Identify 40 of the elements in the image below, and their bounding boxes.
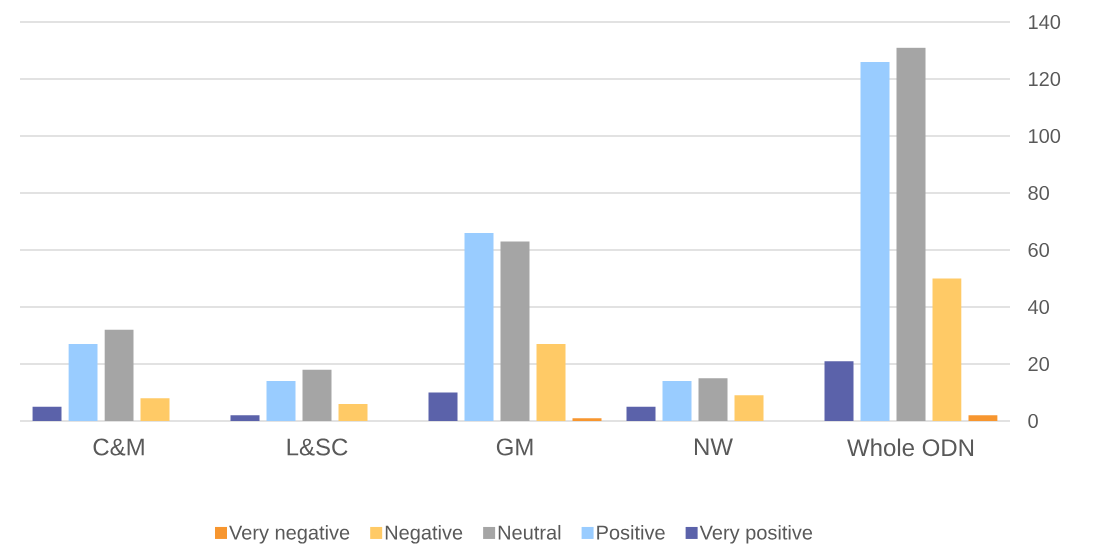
bar — [230, 415, 260, 421]
legend-label: Neutral — [498, 524, 561, 540]
legend-label: Very negative — [229, 524, 350, 544]
bar — [860, 61, 890, 421]
y-tick-label: 80 — [1028, 185, 1049, 201]
bar — [968, 415, 998, 421]
bar — [104, 329, 134, 421]
legend-label: Negative — [385, 524, 463, 544]
legend-label: Positive — [597, 524, 665, 540]
x-tick-label: L&SC — [287, 438, 348, 456]
bar — [572, 418, 602, 421]
y-tick-label: 120 — [1029, 71, 1061, 87]
y-tick-label: 60 — [1028, 242, 1049, 258]
bar — [500, 241, 530, 421]
y-tick-label: 0 — [1028, 413, 1038, 429]
y-tick-label: 100 — [1029, 128, 1061, 144]
bar — [464, 232, 494, 421]
bar — [824, 361, 854, 421]
bar — [68, 344, 98, 421]
legend-label: Very positive — [699, 524, 813, 544]
bar — [536, 344, 566, 421]
bar — [32, 406, 62, 421]
y-tick-label: 20 — [1028, 356, 1049, 372]
bar — [428, 392, 458, 421]
x-tick-label: GM — [496, 438, 533, 456]
bar — [698, 378, 728, 421]
bar — [140, 398, 170, 421]
bar — [662, 381, 692, 421]
x-tick-label: NW — [694, 438, 733, 456]
bar — [896, 47, 926, 421]
y-tick-label: 140 — [1029, 14, 1061, 30]
bar — [734, 395, 764, 421]
bar — [626, 406, 656, 421]
bar — [266, 381, 296, 421]
bar — [338, 403, 368, 421]
bar — [302, 369, 332, 421]
y-tick-label: 40 — [1028, 299, 1049, 315]
x-tick-label: Whole ODN — [847, 438, 974, 457]
x-tick-label: C&M — [93, 438, 144, 456]
bar — [932, 278, 962, 421]
